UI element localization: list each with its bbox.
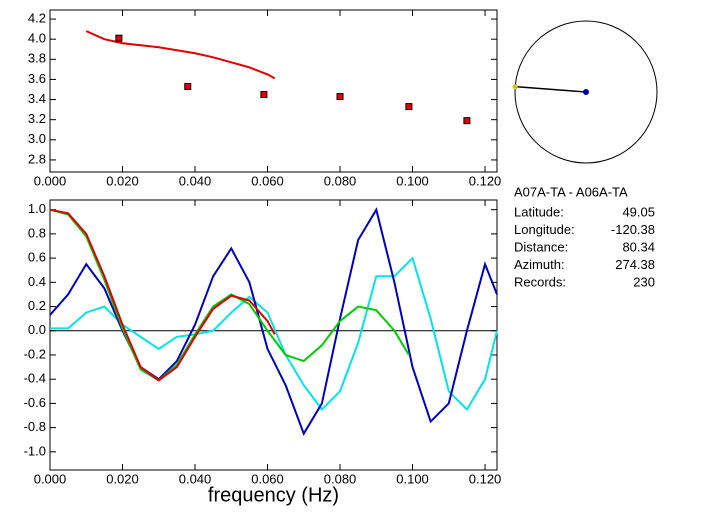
- y-tick-label: -0.4: [24, 371, 46, 386]
- x-tick-label: 0.060: [251, 173, 284, 188]
- x-tick-label: 0.060: [251, 471, 284, 486]
- info-value: 80.34: [622, 239, 655, 254]
- y-tick-label: -0.2: [24, 346, 46, 361]
- info-value: 49.05: [622, 204, 655, 219]
- y-tick-label: 0.4: [28, 274, 46, 289]
- y-tick-label: 3.8: [28, 51, 46, 66]
- x-tick-label: 0.080: [324, 471, 357, 486]
- info-label: Distance:: [514, 239, 568, 254]
- data-point: [336, 93, 344, 101]
- y-tick-label: 3.2: [28, 111, 46, 126]
- y-tick-label: -1.0: [24, 443, 46, 458]
- plot-frame: [49, 9, 498, 173]
- info-value: 230: [633, 274, 655, 289]
- y-tick-label: 0.6: [28, 250, 46, 265]
- x-tick-label: 0.100: [396, 173, 429, 188]
- data-point: [463, 117, 471, 125]
- info-label: Latitude:: [514, 204, 564, 219]
- x-tick-label: 0.080: [324, 173, 357, 188]
- x-tick-label: 0.120: [469, 471, 502, 486]
- info-label: Records:: [514, 274, 566, 289]
- curve: [49, 207, 498, 436]
- info-value: 274.38: [615, 257, 655, 272]
- x-tick-label: 0.020: [106, 471, 139, 486]
- data-point: [184, 82, 192, 90]
- x-tick-label: 0.120: [469, 173, 502, 188]
- x-tick-label: 0.020: [106, 173, 139, 188]
- data-point: [405, 103, 413, 111]
- curve: [49, 208, 276, 382]
- data-point: [115, 34, 123, 42]
- info-label: Azimuth:: [514, 257, 565, 272]
- x-tick-label: 0.000: [34, 173, 67, 188]
- y-tick-label: 3.0: [28, 131, 46, 146]
- data-point: [260, 91, 268, 99]
- x-tick-label: 0.000: [34, 471, 67, 486]
- curve: [49, 208, 410, 382]
- target-dot: [512, 84, 518, 90]
- y-tick-label: 4.0: [28, 31, 46, 46]
- station-pair: A07A-TA - A06A-TA: [514, 184, 628, 199]
- fit-line: [85, 30, 276, 80]
- y-tick-label: 3.4: [28, 91, 46, 106]
- x-axis-label: frequency (Hz): [208, 484, 339, 506]
- y-tick-label: 2.8: [28, 151, 46, 166]
- y-tick-label: 0.0: [28, 322, 46, 337]
- x-tick-label: 0.040: [179, 471, 212, 486]
- y-tick-label: 3.6: [28, 71, 46, 86]
- x-tick-label: 0.100: [396, 471, 429, 486]
- azimuth-circle: [514, 20, 658, 164]
- info-label: Longitude:: [514, 222, 575, 237]
- station-dot: [583, 89, 589, 95]
- curve: [50, 256, 498, 412]
- azimuth-line: [515, 85, 587, 93]
- y-tick-label: -0.8: [24, 419, 46, 434]
- y-tick-label: 0.2: [28, 298, 46, 313]
- y-tick-label: -0.6: [24, 395, 46, 410]
- info-value: -120.38: [611, 222, 655, 237]
- plot-frame: [49, 199, 498, 471]
- y-tick-label: 4.2: [28, 10, 46, 25]
- x-tick-label: 0.040: [179, 173, 212, 188]
- y-tick-label: 1.0: [28, 201, 46, 216]
- y-tick-label: 0.8: [28, 225, 46, 240]
